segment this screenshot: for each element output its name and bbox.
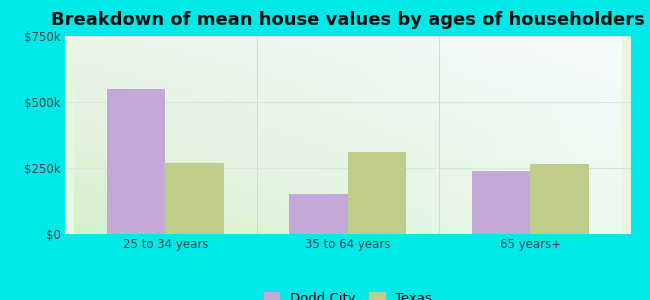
Bar [530, 164, 588, 234]
Bar [472, 171, 530, 234]
Bar [289, 194, 348, 234]
Bar [165, 163, 224, 234]
Legend: Dodd City, Texas: Dodd City, Texas [258, 287, 437, 300]
Title: Breakdown of mean house values by ages of householders: Breakdown of mean house values by ages o… [51, 11, 645, 29]
Bar [348, 152, 406, 234]
Bar [107, 89, 165, 234]
